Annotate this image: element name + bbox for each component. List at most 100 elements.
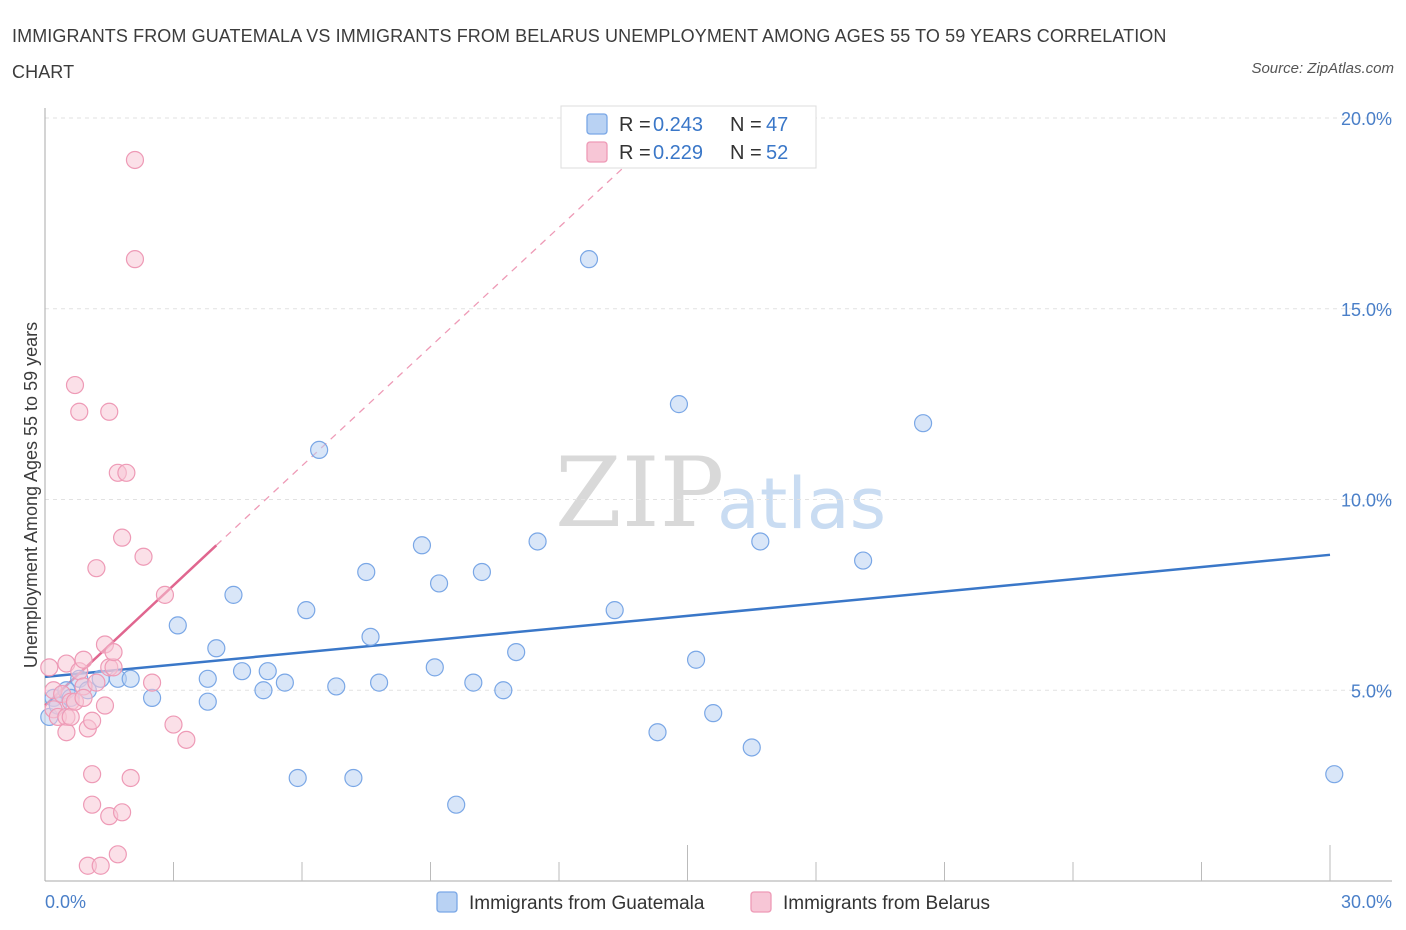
point-belarus-36 <box>117 463 136 482</box>
point-belarus-16 <box>74 650 93 669</box>
point-belarus-43 <box>164 715 183 734</box>
point-guatemala-24 <box>344 768 363 788</box>
point-guatemala-9 <box>121 669 140 688</box>
trend-lines <box>44 163 1331 707</box>
x-tick-label-min: 0.0% <box>45 892 86 912</box>
point-belarus-7 <box>57 723 76 742</box>
legend-n-value-guatemala: 47 <box>766 114 788 136</box>
point-belarus-20 <box>83 795 102 814</box>
point-guatemala-46 <box>913 414 933 433</box>
x-ticks <box>173 845 1331 881</box>
trend-line-0 <box>44 553 1331 679</box>
point-belarus-22 <box>87 673 106 692</box>
point-guatemala-17 <box>254 681 273 700</box>
point-guatemala-11 <box>168 616 187 635</box>
y-tick-label-1: 10.0% <box>1341 491 1392 511</box>
point-belarus-34 <box>112 528 132 547</box>
legend-n-value-belarus: 52 <box>766 142 788 164</box>
point-guatemala-16 <box>232 662 252 681</box>
chart-source: Source: ZipAtlas.com <box>1251 60 1394 77</box>
point-belarus-37 <box>121 768 140 788</box>
point-belarus-21 <box>87 559 106 578</box>
series-legend-label-guatemala: Immigrants from Guatemala <box>469 893 705 914</box>
point-guatemala-22 <box>310 440 329 460</box>
y-tick-label-2: 15.0% <box>1341 300 1392 320</box>
point-guatemala-30 <box>429 574 449 593</box>
legend-swatch-guatemala <box>586 113 608 135</box>
point-guatemala-26 <box>361 627 380 646</box>
point-belarus-44 <box>177 730 196 749</box>
point-guatemala-35 <box>507 642 526 662</box>
point-guatemala-27 <box>370 673 389 692</box>
point-guatemala-20 <box>288 768 307 788</box>
point-guatemala-44 <box>751 532 770 551</box>
point-belarus-31 <box>104 642 123 662</box>
point-guatemala-34 <box>494 681 513 700</box>
trend-line-extension-1 <box>215 163 628 546</box>
point-belarus-35 <box>112 803 132 822</box>
point-guatemala-41 <box>686 650 706 669</box>
legend-swatch-belarus <box>586 141 608 163</box>
point-belarus-0 <box>40 658 59 677</box>
legend-r-value-belarus: 0.229 <box>653 142 703 164</box>
point-guatemala-38 <box>605 601 624 620</box>
legend-r-value-guatemala: 0.243 <box>653 114 703 136</box>
point-guatemala-21 <box>297 601 316 620</box>
point-guatemala-10 <box>142 688 162 707</box>
y-tick-label-0: 5.0% <box>1351 681 1392 701</box>
point-guatemala-18 <box>258 662 277 681</box>
point-guatemala-43 <box>742 738 761 757</box>
watermark-zip: ZIP <box>555 437 724 549</box>
point-belarus-39 <box>125 250 145 269</box>
point-guatemala-25 <box>357 562 376 582</box>
point-belarus-38 <box>125 150 145 170</box>
point-belarus-29 <box>100 402 119 421</box>
point-guatemala-23 <box>327 677 346 696</box>
point-guatemala-19 <box>275 673 294 692</box>
point-guatemala-37 <box>579 250 599 269</box>
series-legend: Immigrants from Guatemala Immigrants fro… <box>436 891 990 914</box>
point-belarus-25 <box>95 696 115 715</box>
point-guatemala-45 <box>854 551 873 570</box>
point-guatemala-13 <box>198 692 217 711</box>
point-guatemala-47 <box>1325 765 1344 784</box>
point-guatemala-36 <box>528 532 547 551</box>
series-legend-label-belarus: Immigrants from Belarus <box>783 893 990 914</box>
series-legend-swatch-guatemala <box>436 891 458 913</box>
point-guatemala-29 <box>425 658 444 677</box>
x-tick-label-max: 30.0% <box>1341 892 1392 912</box>
point-belarus-10 <box>65 375 85 395</box>
point-guatemala-39 <box>648 723 667 742</box>
point-guatemala-12 <box>198 669 217 688</box>
legend-n-label-guatemala: N = <box>730 114 762 136</box>
point-guatemala-40 <box>669 395 689 414</box>
watermark-atlas: atlas <box>717 463 886 545</box>
point-belarus-15 <box>74 688 93 707</box>
point-guatemala-28 <box>412 536 432 555</box>
stats-legend: R = 0.243 N = 47 R = 0.229 N = 52 <box>560 105 817 169</box>
point-belarus-19 <box>83 765 102 784</box>
chart-title: IMMIGRANTS FROM GUATEMALA VS IMMIGRANTS … <box>12 26 1167 82</box>
point-belarus-41 <box>142 673 162 692</box>
point-guatemala-31 <box>447 795 466 814</box>
point-belarus-40 <box>134 547 153 566</box>
point-belarus-12 <box>70 402 89 421</box>
point-guatemala-14 <box>207 639 226 658</box>
point-belarus-42 <box>155 585 175 604</box>
legend-r-label-guatemala: R = <box>619 114 651 136</box>
legend-n-label-belarus: N = <box>730 142 762 164</box>
data-points <box>40 150 1344 875</box>
y-tick-label-3: 20.0% <box>1341 109 1392 129</box>
point-belarus-30 <box>104 658 123 677</box>
point-belarus-32 <box>108 845 127 864</box>
y-axis-label: Unemployment Among Ages 55 to 59 years <box>21 322 41 668</box>
point-guatemala-33 <box>472 562 491 582</box>
y-tick-labels: 5.0% 10.0% 15.0% 20.0% <box>1341 109 1392 701</box>
point-belarus-24 <box>91 856 110 875</box>
point-guatemala-42 <box>704 704 723 723</box>
legend-r-label-belarus: R = <box>619 142 651 164</box>
gridlines <box>45 117 1392 691</box>
point-guatemala-15 <box>224 585 243 604</box>
point-guatemala-32 <box>464 673 483 692</box>
